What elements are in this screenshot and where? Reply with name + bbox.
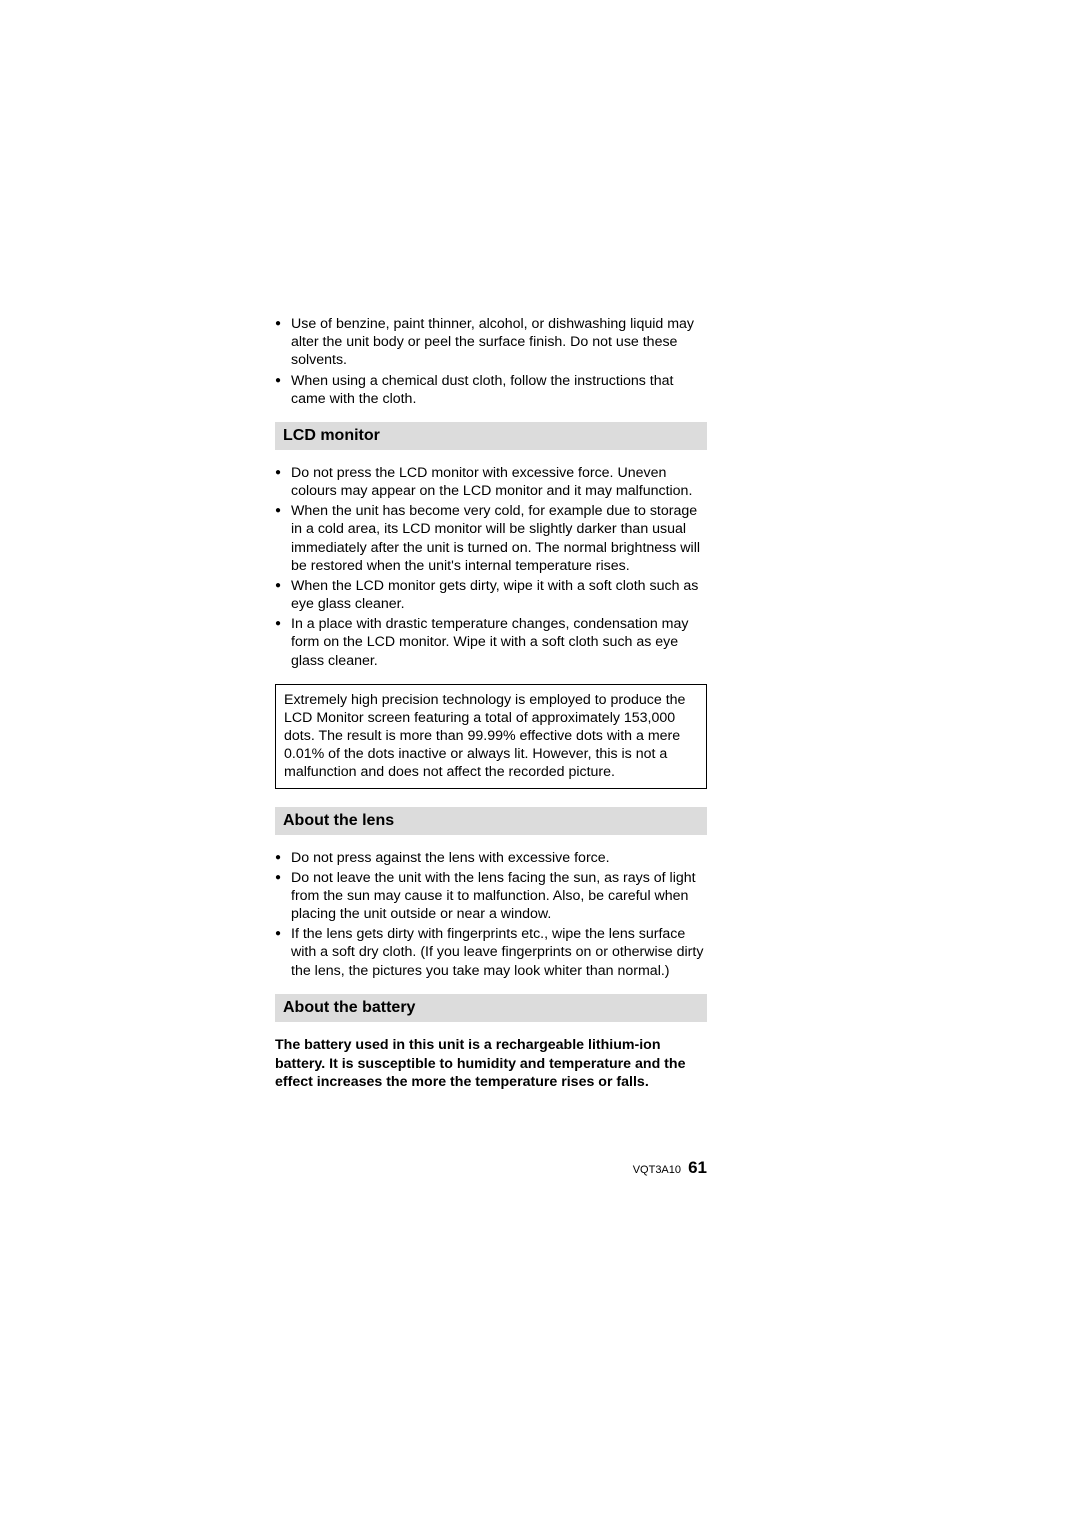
page-footer: VQT3A10 61	[275, 1158, 707, 1178]
section-title: LCD monitor	[283, 427, 380, 444]
list-item: When the unit has become very cold, for …	[275, 502, 707, 575]
lcd-bullet-list: Do not press the LCD monitor with excess…	[275, 464, 707, 670]
bullet-text: If the lens gets dirty with fingerprints…	[291, 926, 703, 978]
bullet-text: Use of benzine, paint thinner, alcohol, …	[291, 316, 694, 368]
bullet-text: Do not leave the unit with the lens faci…	[291, 870, 696, 922]
bullet-text: Do not press the LCD monitor with excess…	[291, 465, 692, 499]
section-title: About the lens	[283, 812, 394, 829]
list-item: Do not press the LCD monitor with excess…	[275, 464, 707, 500]
list-item: In a place with drastic temperature chan…	[275, 615, 707, 670]
section-title: About the battery	[283, 999, 415, 1016]
list-item: When the LCD monitor gets dirty, wipe it…	[275, 577, 707, 613]
paragraph-text: The battery used in this unit is a recha…	[275, 1037, 685, 1090]
bullet-text: Do not press against the lens with exces…	[291, 850, 610, 866]
lcd-note-box: Extremely high precision technology is e…	[275, 684, 707, 789]
bullet-text: In a place with drastic temperature chan…	[291, 616, 688, 668]
section-header-lens: About the lens	[275, 807, 707, 835]
list-item: When using a chemical dust cloth, follow…	[275, 372, 707, 408]
page-number: 61	[688, 1158, 707, 1177]
lens-bullet-list: Do not press against the lens with exces…	[275, 849, 707, 980]
doc-code: VQT3A10	[633, 1164, 681, 1176]
section-header-battery: About the battery	[275, 994, 707, 1022]
list-item: Do not press against the lens with exces…	[275, 849, 707, 867]
bullet-text: When using a chemical dust cloth, follow…	[291, 373, 673, 407]
manual-page: Use of benzine, paint thinner, alcohol, …	[275, 315, 707, 1102]
list-item: If the lens gets dirty with fingerprints…	[275, 925, 707, 980]
battery-paragraph: The battery used in this unit is a recha…	[275, 1036, 707, 1092]
bullet-text: When the unit has become very cold, for …	[291, 503, 700, 574]
section-header-lcd: LCD monitor	[275, 422, 707, 450]
intro-bullet-list: Use of benzine, paint thinner, alcohol, …	[275, 315, 707, 408]
list-item: Use of benzine, paint thinner, alcohol, …	[275, 315, 707, 370]
bullet-text: When the LCD monitor gets dirty, wipe it…	[291, 578, 698, 612]
list-item: Do not leave the unit with the lens faci…	[275, 869, 707, 924]
box-text: Extremely high precision technology is e…	[284, 692, 685, 781]
